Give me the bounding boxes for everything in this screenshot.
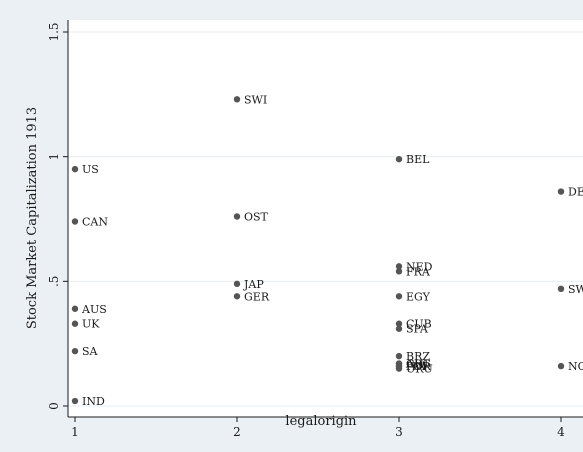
- y-tick-label: 1.5: [47, 22, 61, 41]
- gridlines: [68, 31, 583, 407]
- plot-area: [68, 20, 583, 417]
- data-point: [71, 347, 79, 355]
- point-label: IND: [82, 395, 105, 408]
- point-label: OST: [244, 211, 269, 224]
- point-label: GER: [244, 290, 270, 303]
- data-point: [233, 280, 241, 288]
- data-point: [233, 213, 241, 220]
- point-label: SA: [82, 345, 99, 358]
- point-label: SPA: [406, 323, 429, 336]
- point-label: SWI: [244, 93, 267, 106]
- y-axis-title: Stock Market Capitalization 1913: [25, 107, 40, 329]
- data-point: [395, 325, 403, 332]
- point-label: BRZ: [406, 350, 430, 363]
- point-label: NOR: [568, 360, 583, 373]
- point-label: CUB: [406, 318, 432, 331]
- data-point: [557, 285, 565, 293]
- point-label: EGY: [406, 290, 431, 303]
- y-tick-label: .5: [47, 276, 61, 287]
- point-label: JAP: [243, 278, 264, 291]
- point-label: DEN: [568, 186, 583, 199]
- point-label: UK: [82, 318, 100, 331]
- point-label: BEL: [406, 153, 430, 166]
- x-axis-title: legalorigin: [285, 414, 357, 429]
- data-point: [71, 305, 79, 312]
- point-label: CHI: [406, 358, 428, 371]
- data-point: [71, 320, 79, 327]
- point-label: NED: [406, 260, 433, 273]
- point-label: FRA: [406, 265, 431, 278]
- data-point: [557, 188, 565, 195]
- axes: [67, 20, 583, 418]
- y-tick-label: 0: [47, 402, 61, 410]
- data-point: [71, 397, 79, 405]
- data-point: [395, 155, 403, 163]
- data-point: [71, 218, 79, 225]
- point-label: CAN: [82, 215, 108, 228]
- point-label: ITA: [406, 360, 426, 373]
- data-point: [71, 165, 79, 173]
- point-label: SWE: [568, 283, 583, 296]
- data-point: [233, 293, 241, 300]
- data-point: [395, 268, 403, 275]
- point-label: AUS: [81, 303, 107, 316]
- data-point: [395, 352, 403, 360]
- x-tick-label: 1: [71, 425, 79, 439]
- point-label: ARG: [405, 358, 431, 371]
- data-point: [395, 320, 403, 327]
- y-axis-ticks: 0 .5 1 1.5: [47, 22, 68, 410]
- data-point: [395, 365, 403, 372]
- point-label: URU: [406, 363, 433, 376]
- x-tick-label: 3: [395, 425, 403, 439]
- data-point: [395, 293, 403, 300]
- data-point: [557, 362, 565, 370]
- data-point: [233, 96, 241, 103]
- point-label: POR: [406, 360, 431, 373]
- y-tick-label: 1: [47, 153, 61, 161]
- data-point: [395, 263, 403, 270]
- point-label: US: [82, 163, 99, 176]
- x-tick-label: 4: [557, 425, 565, 439]
- x-axis-ticks: 1 2 3 4: [71, 417, 565, 439]
- x-tick-label: 2: [233, 425, 241, 439]
